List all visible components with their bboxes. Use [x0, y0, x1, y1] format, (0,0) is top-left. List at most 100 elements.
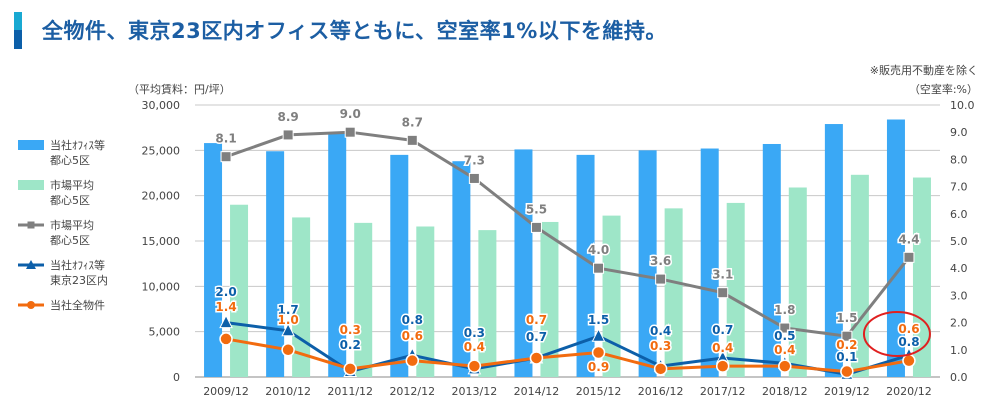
- right-tick-label: 2.0: [950, 317, 968, 330]
- market-vacancy-marker: [593, 262, 605, 274]
- bar-own-office: [328, 133, 347, 377]
- market-vacancy-data-label: 1.5: [836, 311, 857, 325]
- legend-label: 東京23区内: [50, 273, 108, 287]
- x-tick-label: 2010/12: [265, 385, 311, 398]
- all-properties-vacancy-data-label: 0.4: [464, 340, 485, 354]
- market-vacancy-marker: [468, 172, 480, 184]
- legend-marker: [27, 221, 35, 229]
- own-office-23-vacancy-data-label: 0.1: [836, 350, 857, 364]
- own-office-23-vacancy-data-label: 1.7: [277, 303, 298, 317]
- legend-marker: [27, 301, 35, 309]
- all-properties-vacancy-marker: [653, 362, 668, 376]
- right-tick-label: 0.0: [950, 371, 968, 384]
- market-vacancy-marker: [903, 251, 915, 263]
- market-vacancy-data-label: 1.8: [774, 303, 795, 317]
- own-office-23-vacancy-data-label: 0.7: [712, 323, 733, 337]
- legend-label: 都心5区: [50, 194, 90, 207]
- legend-label: 都心5区: [50, 234, 90, 247]
- all-properties-vacancy-data-label: 0.3: [650, 339, 671, 353]
- x-tick-label: 2016/12: [638, 385, 684, 398]
- legend-label: 当社ｵﾌｨｽ等: [50, 138, 105, 152]
- market-vacancy-marker: [779, 322, 791, 334]
- market-vacancy-data-label: 5.5: [526, 202, 547, 216]
- all-properties-vacancy-marker: [902, 353, 916, 368]
- right-tick-label: 10.0: [950, 99, 975, 112]
- own-office-23-vacancy-data-label: 0.8: [402, 313, 423, 327]
- market-vacancy-data-label: 8.1: [215, 132, 236, 146]
- own-office-23-vacancy-marker: [219, 314, 233, 329]
- highlight-circle: [862, 311, 931, 357]
- bar-market-average: [478, 230, 497, 377]
- bar-market-average: [540, 221, 559, 377]
- market-vacancy-marker: [220, 151, 232, 163]
- left-tick-label: 20,000: [142, 190, 181, 203]
- bar-market-average: [354, 222, 373, 377]
- page-title: 全物件、東京23区内オフィス等ともに、空室率1%以下を維持。: [42, 19, 667, 43]
- left-tick-label: 15,000: [142, 235, 181, 248]
- all-properties-vacancy-data-label: 0.4: [712, 341, 733, 355]
- left-tick-label: 0: [173, 371, 180, 384]
- market-vacancy-marker: [655, 273, 667, 285]
- right-tick-label: 5.0: [950, 235, 968, 248]
- legend-label: 当社ｵﾌｨｽ等: [50, 258, 105, 272]
- left-tick-label: 10,000: [142, 280, 181, 293]
- x-tick-label: 2018/12: [762, 385, 808, 398]
- all-properties-vacancy-marker: [467, 359, 482, 373]
- legend-label: 市場平均: [50, 218, 94, 232]
- market-vacancy-marker: [717, 287, 729, 299]
- x-tick-label: 2012/12: [389, 385, 435, 398]
- bar-own-office: [824, 124, 843, 377]
- own-office-23-vacancy-data-label: 0.2: [340, 338, 361, 352]
- bar-market-average: [664, 208, 683, 377]
- market-vacancy-data-label: 8.7: [402, 115, 423, 129]
- right-tick-label: 4.0: [950, 262, 968, 275]
- bar-market-average: [230, 204, 249, 377]
- market-vacancy-data-label: 9.0: [340, 107, 361, 121]
- x-tick-label: 2009/12: [203, 385, 249, 398]
- bar-own-office: [514, 149, 533, 377]
- all-properties-vacancy-data-label: 0.6: [898, 322, 919, 336]
- market-vacancy-marker: [344, 126, 356, 138]
- market-vacancy-data-label: 4.4: [898, 232, 919, 246]
- all-properties-vacancy-data-label: 0.9: [588, 360, 609, 374]
- own-office-23-vacancy-marker: [591, 328, 606, 342]
- all-properties-vacancy-data-label: 0.6: [402, 329, 423, 343]
- market-vacancy-data-label: 4.0: [588, 243, 609, 257]
- bar-own-office: [266, 151, 285, 377]
- own-office-23-vacancy-data-label: 0.3: [464, 326, 485, 340]
- legend-marker: [26, 260, 36, 269]
- bar-own-office: [576, 154, 595, 377]
- legend-swatch: [18, 180, 44, 190]
- x-tick-label: 2011/12: [327, 385, 373, 398]
- all-properties-vacancy-data-label: 1.0: [277, 313, 298, 327]
- bar-own-office: [638, 150, 657, 377]
- all-properties-vacancy-marker: [715, 359, 730, 373]
- own-office-23-vacancy-data-label: 0.5: [774, 329, 795, 343]
- left-tick-label: 5,000: [149, 326, 181, 339]
- market-vacancy-data-label: 3.6: [650, 254, 671, 268]
- own-office-23-vacancy-data-label: 2.0: [215, 285, 236, 299]
- legend-label: 市場平均: [50, 178, 94, 192]
- legend-label: 都心5区: [50, 154, 90, 167]
- chart-note: ※販売用不動産を除く: [870, 63, 978, 77]
- market-vacancy-data-label: 3.1: [712, 268, 733, 282]
- own-office-23-vacancy-marker: [281, 322, 295, 337]
- bar-market-average: [912, 177, 931, 377]
- legend-label: 当社全物件: [50, 298, 105, 312]
- right-tick-label: 7.0: [950, 181, 968, 194]
- x-tick-label: 2014/12: [514, 385, 560, 398]
- own-office-23-vacancy-data-label: 1.5: [588, 313, 609, 327]
- x-tick-label: 2015/12: [576, 385, 622, 398]
- x-tick-label: 2019/12: [824, 385, 870, 398]
- left-axis-title: （平均賃料：円/坪）: [128, 82, 231, 96]
- bar-market-average: [602, 215, 621, 377]
- all-properties-vacancy-marker: [778, 359, 792, 373]
- all-properties-vacancy-marker: [591, 345, 606, 360]
- market-vacancy-data-label: 7.3: [464, 153, 485, 167]
- all-properties-vacancy-marker: [281, 343, 295, 357]
- all-properties-vacancy-marker: [405, 353, 420, 368]
- right-tick-label: 6.0: [950, 208, 968, 221]
- right-tick-label: 1.0: [950, 344, 968, 357]
- left-tick-label: 25,000: [142, 144, 181, 157]
